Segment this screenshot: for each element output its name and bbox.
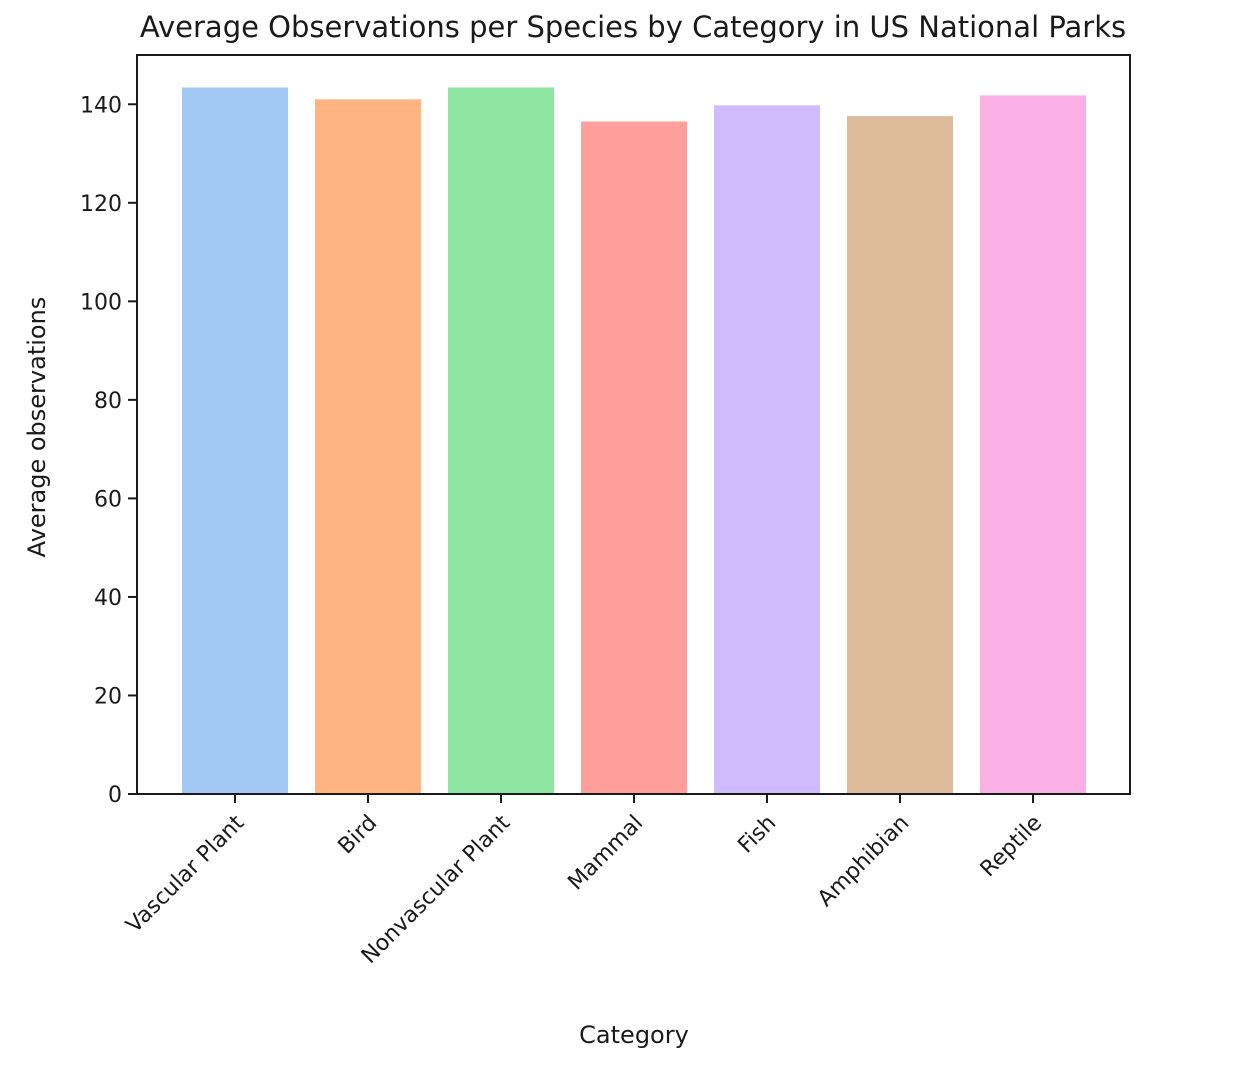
y-tick-label: 40	[94, 586, 122, 611]
y-tick-label: 60	[94, 487, 122, 512]
x-axis-label: Category	[579, 1021, 689, 1049]
x-tick-label: Reptile	[976, 811, 1048, 883]
x-tick-label: Amphibian	[813, 811, 914, 912]
bar-nonvascular-plant	[448, 87, 554, 794]
bar-amphibian	[847, 116, 953, 795]
bar-vascular-plant	[182, 87, 288, 794]
bar-bird	[315, 99, 421, 795]
y-tick-label: 20	[94, 684, 122, 709]
chart-title: Average Observations per Species by Cate…	[140, 10, 1126, 44]
y-tick-label: 80	[94, 389, 122, 414]
y-axis-label: Average observations	[23, 297, 51, 558]
bars-layer	[182, 87, 1086, 795]
y-tick-label: 0	[108, 783, 122, 808]
x-tick-label: Vascular Plant	[122, 810, 250, 938]
x-tick-label: Nonvascular Plant	[357, 810, 516, 969]
bar-fish	[714, 105, 820, 795]
y-tick-label: 140	[80, 93, 122, 118]
y-tick-label: 100	[80, 290, 122, 315]
x-tick-label: Fish	[733, 811, 781, 859]
bar-reptile	[980, 95, 1086, 794]
y-axis: 0 20 40 60 80 100 120 140	[80, 93, 137, 808]
y-tick-label: 120	[80, 192, 122, 217]
x-tick-label: Mammal	[563, 811, 648, 896]
bar-mammal	[581, 121, 687, 794]
x-tick-label: Bird	[334, 811, 383, 860]
